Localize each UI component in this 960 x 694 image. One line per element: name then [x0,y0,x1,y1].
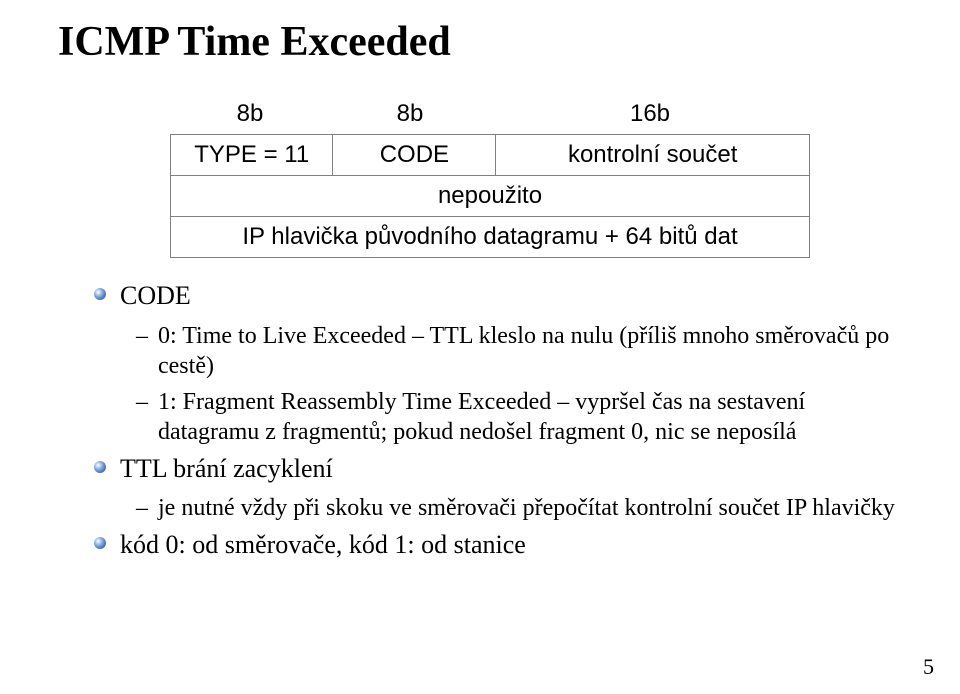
bullet-disc-icon [94,288,106,300]
cell-code: CODE [333,135,496,176]
icmp-header-table: TYPE = 11 CODE kontrolní součet nepoužit… [170,134,810,258]
bullet-ttl-label: TTL brání zacyklení [120,454,333,483]
bullet-summary-text: kód 0: od směrovače, kód 1: od stanice [120,530,526,559]
bullet-disc-icon [94,537,106,549]
dash-icon: – [136,321,148,351]
table-row: IP hlavička původního datagramu + 64 bit… [171,217,810,258]
cell-unused: nepoužito [171,176,810,217]
width-col2: 8b [330,100,490,128]
table-row: nepoužito [171,176,810,217]
bullet-ttl: TTL brání zacyklení [80,453,900,486]
subbullet-code-1: – 1: Fragment Reassembly Time Exceeded –… [80,387,900,447]
subbullet-text: je nutné vždy při skoku ve směrovači pře… [158,495,895,521]
slide-title: ICMP Time Exceeded [58,18,451,66]
subbullet-code-0: – 0: Time to Live Exceeded – TTL kleslo … [80,321,900,381]
subbullet-ttl-0: – je nutné vždy při skoku ve směrovači p… [80,493,900,523]
bullet-disc-icon [94,461,106,473]
slide: ICMP Time Exceeded 8b 8b 16b TYPE = 11 C… [0,0,960,694]
table-row: TYPE = 11 CODE kontrolní součet [171,135,810,176]
header-diagram: 8b 8b 16b TYPE = 11 CODE kontrolní souče… [170,100,810,258]
bullet-summary: kód 0: od směrovače, kód 1: od stanice [80,529,900,562]
bullet-code-label: CODE [120,281,191,310]
body-text: CODE – 0: Time to Live Exceeded – TTL kl… [80,280,900,570]
page-number: 5 [923,654,934,680]
bullet-code: CODE [80,280,900,313]
subbullet-text: 0: Time to Live Exceeded – TTL kleslo na… [158,323,889,379]
subbullet-text: 1: Fragment Reassembly Time Exceeded – v… [158,389,805,445]
dash-icon: – [136,387,148,417]
cell-ip-header-plus-64bits: IP hlavička původního datagramu + 64 bit… [171,217,810,258]
cell-type: TYPE = 11 [171,135,333,176]
width-col1: 8b [170,100,330,128]
dash-icon: – [136,493,148,523]
bit-width-row: 8b 8b 16b [170,100,810,128]
width-col3: 16b [490,100,810,128]
cell-checksum: kontrolní součet [496,135,810,176]
